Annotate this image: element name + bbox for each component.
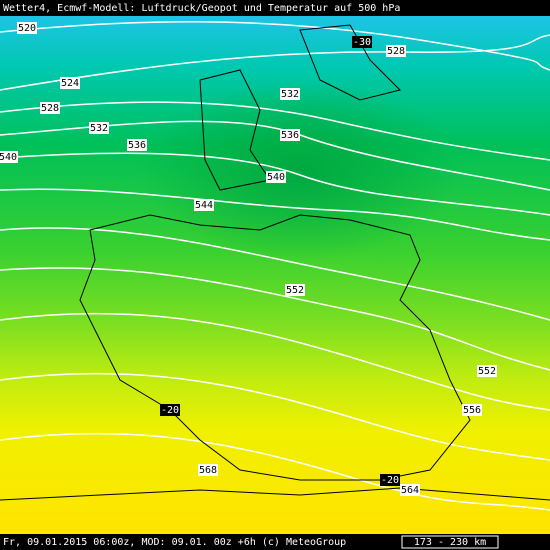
contour-label-bg xyxy=(60,77,80,89)
cold-core xyxy=(140,80,460,260)
header-title: Wetter4, Ecmwf-Modell: Luftdruck/Geopot … xyxy=(3,3,400,14)
contour-label-bg xyxy=(89,122,109,134)
contour-label-bg xyxy=(266,171,286,183)
temperature-label-bg xyxy=(352,36,372,48)
contour-label: 520 xyxy=(18,23,36,34)
contour-label: 536 xyxy=(128,140,146,151)
contour-label-bg xyxy=(400,484,420,496)
scale-label: 173 - 230 km xyxy=(414,537,486,548)
temperature-label: -30 xyxy=(353,37,371,48)
contour-label: 544 xyxy=(195,200,213,211)
contour-label: 528 xyxy=(387,46,405,57)
contour-label: 532 xyxy=(90,123,108,134)
contour-label-bg xyxy=(17,22,37,34)
contour-label-bg xyxy=(477,365,497,377)
contour-label-bg xyxy=(194,199,214,211)
contour-label: 528 xyxy=(41,103,59,114)
temperature-label: -20 xyxy=(161,405,179,416)
contour-label: 568 xyxy=(199,465,217,476)
contour-label: 524 xyxy=(61,78,79,89)
contour-label: 564 xyxy=(401,485,419,496)
temperature-label-bg xyxy=(380,474,400,486)
contour-label-bg xyxy=(0,151,18,163)
contour-label-bg xyxy=(386,45,406,57)
header-bar xyxy=(0,0,550,16)
contour-label: 536 xyxy=(281,130,299,141)
footer-text: Fr, 09.01.2015 06:00z, MOD: 09.01. 00z +… xyxy=(3,537,346,548)
footer-bar xyxy=(0,534,550,550)
contour-label-bg xyxy=(285,284,305,296)
temperature-label: -20 xyxy=(381,475,399,486)
labels: 520 524 528 528 532 532 536 536 540 540 544 552 552 5… xyxy=(0,22,497,496)
isohypses xyxy=(0,20,550,511)
contour-label: 532 xyxy=(281,89,299,100)
contour-label-bg xyxy=(280,129,300,141)
contour-label-bg xyxy=(198,464,218,476)
contour-label-bg xyxy=(127,139,147,151)
temperature-label-bg xyxy=(160,404,180,416)
scale-box xyxy=(401,535,499,549)
contour-label: 552 xyxy=(478,366,496,377)
contour-label-bg xyxy=(40,102,60,114)
borders xyxy=(0,24,550,501)
contour-label: 552 xyxy=(286,285,304,296)
contour-label-bg xyxy=(280,88,300,100)
contour-label: 540 xyxy=(0,152,17,163)
contour-label-bg xyxy=(462,404,482,416)
contour-label: 556 xyxy=(463,405,481,416)
contour-label: 540 xyxy=(267,172,285,183)
